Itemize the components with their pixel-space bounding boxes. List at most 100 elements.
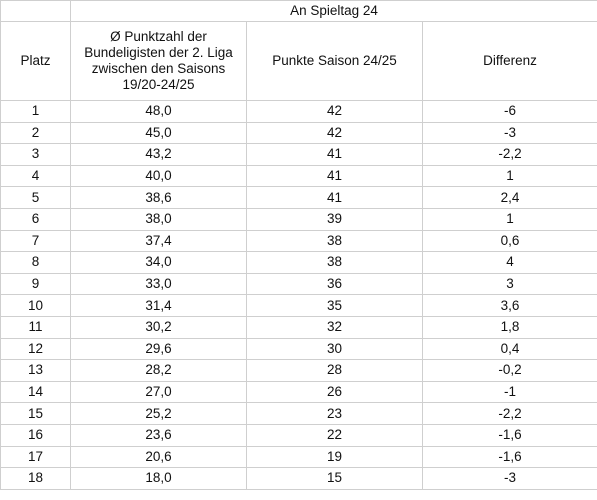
- cell-difference[interactable]: 1,8: [422, 315, 597, 339]
- cell-average-points[interactable]: 25,2: [70, 402, 247, 425]
- cell-season-points[interactable]: 42: [246, 121, 423, 145]
- cell-average-points[interactable]: 23,6: [70, 423, 247, 447]
- cell-platz[interactable]: 10: [0, 294, 71, 317]
- cell-platz[interactable]: 18: [0, 467, 71, 490]
- cell-season-points[interactable]: 23: [246, 402, 423, 425]
- cell-season-points[interactable]: 15: [246, 467, 423, 490]
- cell-difference[interactable]: 0,6: [422, 229, 597, 253]
- super-header-row: An Spieltag 24: [0, 0, 597, 22]
- table-row: 4 40,0 41 1: [0, 164, 597, 188]
- cell-difference[interactable]: -0,2: [422, 359, 597, 382]
- table-row: 12 29,6 30 0,4: [0, 337, 597, 361]
- cell-platz[interactable]: 13: [0, 359, 71, 382]
- header-platz[interactable]: Platz: [0, 21, 71, 101]
- cell-difference[interactable]: -1,6: [422, 445, 597, 469]
- table-row: 7 37,4 38 0,6: [0, 229, 597, 253]
- cell-season-points[interactable]: 42: [246, 100, 423, 123]
- cell-season-points[interactable]: 38: [246, 229, 423, 253]
- cell-difference[interactable]: 3,6: [422, 294, 597, 317]
- table-row: 11 30,2 32 1,8: [0, 315, 597, 339]
- table-row: 8 34,0 38 4: [0, 251, 597, 274]
- cell-platz[interactable]: 11: [0, 315, 71, 339]
- table-row: 15 25,2 23 -2,2: [0, 402, 597, 425]
- cell-difference[interactable]: -2,2: [422, 402, 597, 425]
- table-row: 3 43,2 41 -2,2: [0, 143, 597, 166]
- cell-platz[interactable]: 2: [0, 121, 71, 145]
- cell-difference[interactable]: -3: [422, 121, 597, 145]
- header-season-points[interactable]: Punkte Saison 24/25: [246, 21, 423, 101]
- cell-average-points[interactable]: 29,6: [70, 337, 247, 361]
- cell-season-points[interactable]: 30: [246, 337, 423, 361]
- cell-season-points[interactable]: 39: [246, 207, 423, 231]
- cell-difference[interactable]: -2,2: [422, 143, 597, 166]
- cell-season-points[interactable]: 19: [246, 445, 423, 469]
- cell-platz[interactable]: 17: [0, 445, 71, 469]
- table-row: 14 27,0 26 -1: [0, 380, 597, 404]
- table-row: 1 48,0 42 -6: [0, 100, 597, 123]
- cell-difference[interactable]: 2,4: [422, 186, 597, 209]
- cell-difference[interactable]: -1: [422, 380, 597, 404]
- header-average-points[interactable]: Ø Punktzahl der Bundeligisten der 2. Lig…: [70, 21, 247, 101]
- table-row: 13 28,2 28 -0,2: [0, 359, 597, 382]
- cell-season-points[interactable]: 41: [246, 143, 423, 166]
- cell-average-points[interactable]: 38,0: [70, 207, 247, 231]
- cell-average-points[interactable]: 43,2: [70, 143, 247, 166]
- table-row: 18 18,0 15 -3: [0, 467, 597, 490]
- cell-season-points[interactable]: 26: [246, 380, 423, 404]
- cell-difference[interactable]: -3: [422, 467, 597, 490]
- cell-average-points[interactable]: 18,0: [70, 467, 247, 490]
- cell-difference[interactable]: 0,4: [422, 337, 597, 361]
- table-row: 16 23,6 22 -1,6: [0, 423, 597, 447]
- cell-season-points[interactable]: 38: [246, 251, 423, 274]
- cell-difference[interactable]: 1: [422, 207, 597, 231]
- cell-average-points[interactable]: 20,6: [70, 445, 247, 469]
- table-row: 9 33,0 36 3: [0, 272, 597, 296]
- cell-difference[interactable]: 4: [422, 251, 597, 274]
- cell-average-points[interactable]: 28,2: [70, 359, 247, 382]
- cell-average-points[interactable]: 38,6: [70, 186, 247, 209]
- cell-average-points[interactable]: 45,0: [70, 121, 247, 145]
- cell-season-points[interactable]: 32: [246, 315, 423, 339]
- cell-season-points[interactable]: 41: [246, 186, 423, 209]
- cell-average-points[interactable]: 34,0: [70, 251, 247, 274]
- empty-corner-cell[interactable]: [0, 0, 71, 22]
- cell-platz[interactable]: 5: [0, 186, 71, 209]
- cell-season-points[interactable]: 28: [246, 359, 423, 382]
- cell-platz[interactable]: 15: [0, 402, 71, 425]
- cell-platz[interactable]: 7: [0, 229, 71, 253]
- header-row: Platz Ø Punktzahl der Bundeligisten der …: [0, 21, 597, 101]
- super-header-cell[interactable]: An Spieltag 24: [70, 0, 597, 22]
- cell-average-points[interactable]: 27,0: [70, 380, 247, 404]
- cell-difference[interactable]: 1: [422, 164, 597, 188]
- cell-platz[interactable]: 14: [0, 380, 71, 404]
- cell-platz[interactable]: 1: [0, 100, 71, 123]
- cell-season-points[interactable]: 36: [246, 272, 423, 296]
- cell-platz[interactable]: 16: [0, 423, 71, 447]
- table-row: 5 38,6 41 2,4: [0, 186, 597, 209]
- cell-platz[interactable]: 3: [0, 143, 71, 166]
- header-difference[interactable]: Differenz: [422, 21, 597, 101]
- cell-platz[interactable]: 6: [0, 207, 71, 231]
- cell-difference[interactable]: -1,6: [422, 423, 597, 447]
- table-row: 6 38,0 39 1: [0, 207, 597, 231]
- cell-season-points[interactable]: 22: [246, 423, 423, 447]
- cell-average-points[interactable]: 48,0: [70, 100, 247, 123]
- table-row: 2 45,0 42 -3: [0, 121, 597, 145]
- cell-season-points[interactable]: 41: [246, 164, 423, 188]
- cell-platz[interactable]: 9: [0, 272, 71, 296]
- cell-average-points[interactable]: 40,0: [70, 164, 247, 188]
- table-row: 17 20,6 19 -1,6: [0, 445, 597, 469]
- cell-platz[interactable]: 8: [0, 251, 71, 274]
- cell-season-points[interactable]: 35: [246, 294, 423, 317]
- cell-average-points[interactable]: 37,4: [70, 229, 247, 253]
- cell-difference[interactable]: 3: [422, 272, 597, 296]
- cell-average-points[interactable]: 33,0: [70, 272, 247, 296]
- cell-average-points[interactable]: 31,4: [70, 294, 247, 317]
- cell-average-points[interactable]: 30,2: [70, 315, 247, 339]
- table-row: 10 31,4 35 3,6: [0, 294, 597, 317]
- cell-difference[interactable]: -6: [422, 100, 597, 123]
- cell-platz[interactable]: 4: [0, 164, 71, 188]
- cell-platz[interactable]: 12: [0, 337, 71, 361]
